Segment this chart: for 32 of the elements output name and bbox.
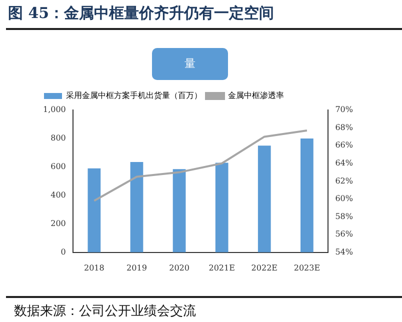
legend-label: 金属中框渗透率: [228, 91, 284, 100]
y-tick-label: 0: [60, 247, 66, 256]
source-note: 数据来源：公司公开业绩会交流: [14, 303, 196, 320]
y2-tick-label: 56%: [335, 230, 354, 239]
chart-title: 图 45：金属中框量价齐升仍有一定空间: [8, 4, 274, 23]
x-tick-label: 2020: [169, 263, 190, 272]
y2-tick-label: 54%: [335, 247, 354, 256]
bar: [215, 162, 228, 252]
y-tick-label: 1,000: [42, 105, 66, 114]
y2-tick-label: 66%: [335, 140, 354, 150]
legend-label: 采用金属中框方案手机出货量（百万）: [66, 91, 202, 100]
x-tick-label: 2022E: [251, 263, 278, 272]
y2-tick-label: 58%: [335, 212, 354, 221]
bar: [88, 168, 101, 252]
y2-tick-label: 68%: [335, 122, 354, 132]
chart-subtitle: 量: [152, 48, 228, 80]
y2-tick-label: 62%: [335, 176, 354, 186]
y-tick-label: 200: [50, 219, 66, 228]
y2-tick-label: 70%: [335, 105, 354, 114]
x-tick-label: 2021E: [208, 263, 236, 272]
bar: [172, 169, 186, 252]
y2-tick-label: 64%: [335, 158, 354, 168]
x-tick-label: 2018: [84, 263, 104, 272]
x-tick-label: 2019: [126, 263, 147, 272]
y-tick-label: 600: [50, 162, 66, 172]
y-tick-label: 800: [50, 134, 66, 143]
y-tick-label: 400: [50, 190, 66, 200]
bar: [300, 138, 314, 252]
x-tick-label: 2023E: [294, 263, 320, 272]
y2-tick-label: 60%: [335, 194, 354, 204]
bar: [258, 146, 271, 252]
bar: [130, 162, 144, 252]
